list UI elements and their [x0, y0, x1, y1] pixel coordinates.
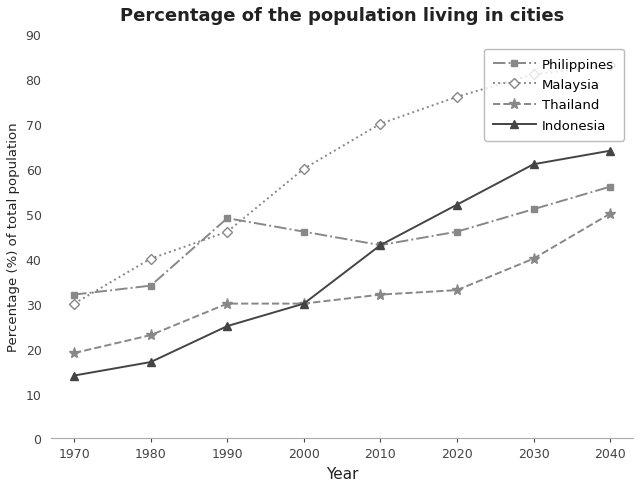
Line: Philippines: Philippines	[70, 184, 614, 299]
Malaysia	[223, 229, 231, 235]
Y-axis label: Percentage (%) of total population: Percentage (%) of total population	[7, 122, 20, 351]
Philippines	[147, 283, 155, 289]
Thailand	[70, 350, 78, 356]
Philippines	[453, 229, 461, 235]
Malaysia	[530, 72, 538, 78]
Thailand	[147, 332, 155, 338]
Indonesia	[223, 324, 231, 329]
Indonesia	[70, 373, 78, 379]
Line: Thailand: Thailand	[68, 209, 616, 359]
Title: Percentage of the population living in cities: Percentage of the population living in c…	[120, 7, 564, 25]
Philippines	[530, 207, 538, 213]
Indonesia	[147, 359, 155, 365]
Indonesia	[376, 243, 384, 248]
Indonesia	[530, 162, 538, 168]
Thailand	[223, 301, 231, 307]
Philippines	[223, 216, 231, 222]
Malaysia	[70, 301, 78, 307]
Thailand	[606, 211, 614, 217]
Legend: Philippines, Malaysia, Thailand, Indonesia: Philippines, Malaysia, Thailand, Indones…	[484, 49, 623, 142]
Indonesia	[606, 148, 614, 154]
Malaysia	[453, 95, 461, 101]
Malaysia	[300, 166, 308, 172]
Philippines	[376, 243, 384, 248]
Thailand	[453, 287, 461, 293]
Malaysia	[606, 63, 614, 69]
Malaysia	[147, 256, 155, 262]
Malaysia	[376, 122, 384, 127]
Indonesia	[453, 203, 461, 208]
Philippines	[70, 292, 78, 298]
Thailand	[300, 301, 308, 307]
Philippines	[606, 184, 614, 190]
X-axis label: Year: Year	[326, 466, 358, 481]
Line: Indonesia: Indonesia	[70, 147, 614, 380]
Thailand	[376, 292, 384, 298]
Philippines	[300, 229, 308, 235]
Line: Malaysia: Malaysia	[70, 62, 614, 307]
Thailand	[530, 256, 538, 262]
Indonesia	[300, 301, 308, 307]
